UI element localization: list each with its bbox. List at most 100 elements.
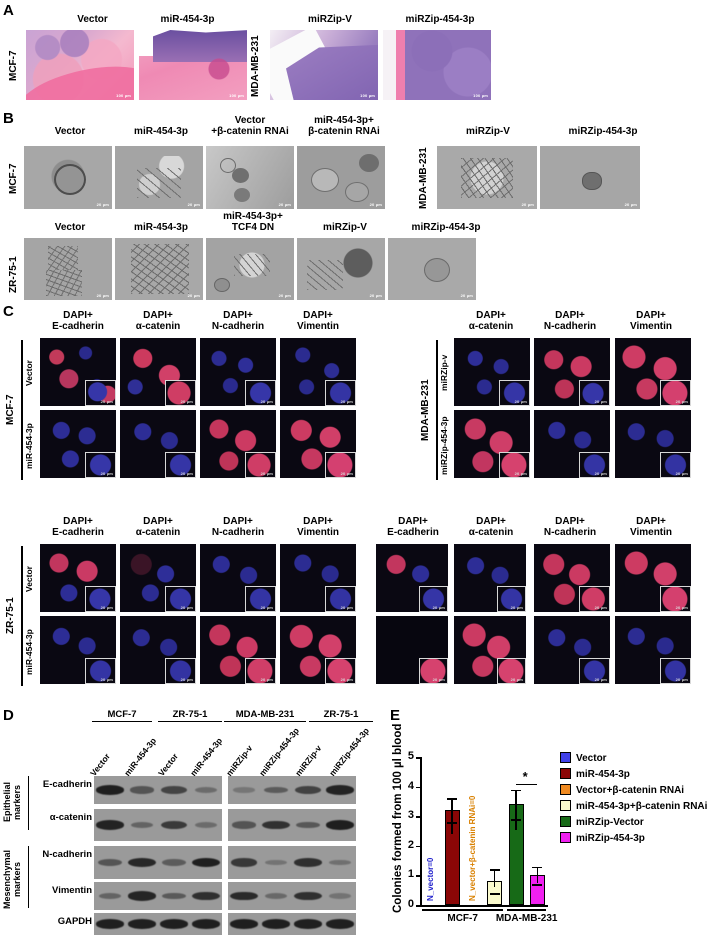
panel-c-b3-col-2: DAPI+ α-catenin: [135, 516, 181, 538]
panel-c-b2-row-1: miRZip-v: [439, 354, 449, 392]
y-tick: [416, 816, 421, 818]
blot-band: [95, 820, 125, 830]
panel-c-img-mda-mirzip454-vim[interactable]: 20 µm: [615, 410, 691, 478]
blot-band: [329, 859, 351, 866]
panel-c-b2-bracket: [436, 340, 438, 480]
panel-a-col-vector: Vector: [77, 14, 108, 25]
panel-b-image-zr-mirzipv[interactable]: 20 µm: [297, 238, 385, 300]
inset-27: [418, 657, 448, 684]
panel-c-img-b4-ncad-r2[interactable]: 20 µm: [534, 616, 610, 684]
panel-c-img-b4-acat-r2[interactable]: 20 µm: [454, 616, 526, 684]
panel-b-scalebar-4: 20 µm: [369, 202, 382, 207]
inset-23: [418, 585, 448, 612]
error-cap: [511, 789, 521, 791]
panel-c-b3-group: ZR-75-1: [5, 597, 16, 635]
panel-c-img-zr-mir-ecad[interactable]: 20 µm: [40, 616, 116, 684]
panel-letter-c: C: [3, 303, 14, 320]
panel-c-img-b4-vim-r2[interactable]: 20 µm: [615, 616, 691, 684]
panel-d-lane-3: Vector: [156, 751, 181, 778]
panel-d-group-3: MDA-MB-231: [224, 709, 306, 722]
panel-b-image-zr-mirzip454[interactable]: 20 µm: [388, 238, 476, 300]
inset-9: [499, 379, 530, 406]
panel-b-image-mda-mirzip454[interactable]: 20 µm: [540, 146, 640, 209]
inset-8: [325, 451, 356, 478]
panel-a-image-mda-mirzip454[interactable]: 100 µm: [383, 30, 491, 100]
panel-c-b1-row-2: miR-454-3p: [24, 423, 34, 469]
panel-c-img-mda-mirzipv-acat[interactable]: 20 µm: [454, 338, 530, 406]
panel-c-scalebar-7: 20 µm: [260, 471, 273, 476]
inset-5: [85, 451, 116, 478]
y-tick: [416, 757, 421, 759]
panel-c-img-mcf7-mir-vim[interactable]: 20 µm: [280, 410, 356, 478]
panel-c-img-b4-ecad-r2[interactable]: 20 µm: [376, 616, 448, 684]
inset-16: [165, 585, 196, 612]
inset-28: [496, 657, 526, 684]
inset-21: [245, 657, 276, 684]
y-tick: [416, 905, 421, 907]
x-group-label: MCF-7: [447, 913, 478, 924]
panel-b-image-zr-mir[interactable]: 20 µm: [115, 238, 203, 300]
inset-26: [660, 585, 691, 612]
panel-c-img-b4-ncad-r1[interactable]: 20 µm: [534, 544, 610, 612]
panel-c-img-mda-mirzip454-ncad[interactable]: 20 µm: [534, 410, 610, 478]
panel-b-image-mcf7-vector-rnai[interactable]: 20 µm: [206, 146, 294, 209]
panel-c-scalebar-1: 20 µm: [100, 399, 113, 404]
panel-a-image-mda-mirzipv[interactable]: 100 µm: [270, 30, 378, 100]
y-tick: [416, 845, 421, 848]
panel-c-img-b4-vim-r1[interactable]: 20 µm: [615, 544, 691, 612]
blot-band: [192, 891, 220, 901]
inset-20: [165, 657, 196, 684]
y-tick-label: 0: [407, 898, 414, 910]
panel-d-group-1: MCF-7: [92, 709, 152, 722]
panel-c-img-mda-mirzip454-acat[interactable]: 20 µm: [454, 410, 530, 478]
y-tick-label: 1: [407, 868, 414, 881]
panel-c-img-b4-acat-r1[interactable]: 20 µm: [454, 544, 526, 612]
panel-c-img-zr-mir-vim[interactable]: 20 µm: [280, 616, 356, 684]
panel-a-image-mcf7-mir[interactable]: 100 µm: [139, 30, 247, 100]
panel-b-image-mcf7-mir[interactable]: 20 µm: [115, 146, 203, 209]
panel-c-img-mcf7-mir-acat[interactable]: 20 µm: [120, 410, 196, 478]
blot-band: [294, 858, 322, 867]
panel-c-b2-group: MDA-MB-231: [420, 379, 431, 441]
panel-c-img-zr-vector-ncad[interactable]: 20 µm: [200, 544, 276, 612]
panel-c-img-mcf7-vector-acat[interactable]: 20 µm: [120, 338, 196, 406]
panel-b-image-mcf7-vector[interactable]: 20 µm: [24, 146, 112, 209]
blot-strip: [228, 882, 356, 910]
panel-b-image-mcf7-mir-rnai[interactable]: 20 µm: [297, 146, 385, 209]
blot-band: [233, 787, 255, 793]
legend-swatch: [560, 768, 571, 779]
panel-c-img-zr-mir-acat[interactable]: 20 µm: [120, 616, 196, 684]
panel-c-b1-col-3: DAPI+ N-cadherin: [211, 310, 265, 332]
panel-b-image-zr-tcf4dn[interactable]: 20 µm: [206, 238, 294, 300]
panel-c-img-zr-mir-ncad[interactable]: 20 µm: [200, 616, 276, 684]
error-cap: [532, 866, 543, 868]
panel-b-image-zr-vector[interactable]: 20 µm: [24, 238, 112, 300]
inset-10: [579, 379, 610, 406]
panel-c-img-mcf7-mir-ecad[interactable]: 20 µm: [40, 410, 116, 478]
panel-c-img-mcf7-vector-vim[interactable]: 20 µm: [280, 338, 356, 406]
panel-c-img-mcf7-vector-ecad[interactable]: 20 µm: [40, 338, 116, 406]
panel-b-scalebar-11: 20 µm: [460, 293, 473, 298]
legend-label: miR-454-3p+β-catenin RNAi: [576, 800, 707, 812]
panel-c-scalebar-29: 20 µm: [594, 677, 607, 682]
panel-c-img-mcf7-vector-ncad[interactable]: 20 µm: [200, 338, 276, 406]
panel-c-img-zr-vector-acat[interactable]: 20 µm: [120, 544, 196, 612]
panel-b-col-1: Vector: [54, 126, 86, 137]
significance-line: [516, 783, 538, 786]
panel-c-img-b4-ecad-r1[interactable]: 20 µm: [376, 544, 448, 612]
blot-strip: [94, 913, 222, 935]
blot-band: [161, 786, 187, 794]
panel-c-scalebar-2: 20 µm: [180, 399, 193, 404]
panel-c-img-zr-vector-vim[interactable]: 20 µm: [280, 544, 356, 612]
inset-22: [325, 657, 356, 684]
inset-6: [165, 451, 196, 478]
panel-a-image-mcf7-vector[interactable]: 100 µm: [26, 30, 134, 100]
legend-swatch: [560, 752, 571, 763]
panel-c-img-mda-mirzipv-vim[interactable]: 20 µm: [615, 338, 691, 406]
panel-c-img-zr-vector-ecad[interactable]: 20 µm: [40, 544, 116, 612]
panel-c-img-mda-mirzipv-ncad[interactable]: 20 µm: [534, 338, 610, 406]
panel-b-image-mda-mirzipv[interactable]: 20 µm: [437, 146, 537, 209]
panel-c-img-mcf7-mir-ncad[interactable]: 20 µm: [200, 410, 276, 478]
y-tick-label: 4: [407, 779, 414, 792]
panel-c-scalebar-13: 20 µm: [594, 471, 607, 476]
